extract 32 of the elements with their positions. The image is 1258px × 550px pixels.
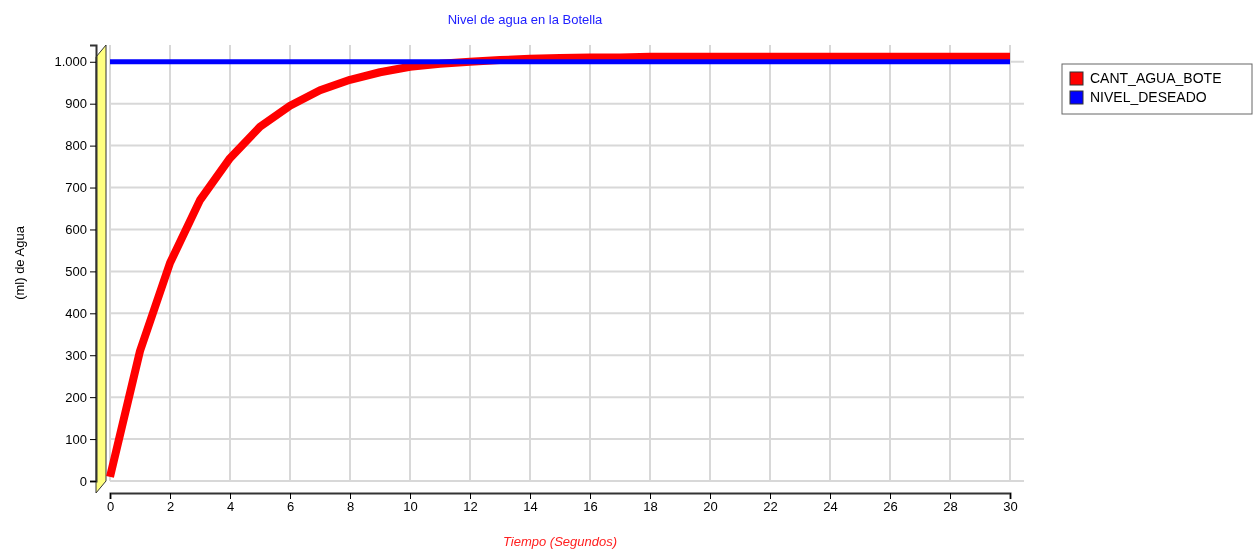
x-tick-label: 22 [763, 499, 778, 515]
x-tick-label: 18 [643, 499, 658, 515]
y-tick-label: 500 [65, 264, 87, 280]
x-tick-label: 16 [583, 499, 598, 515]
x-tick-label: 0 [106, 499, 115, 515]
y-tick-label: 100 [65, 431, 87, 447]
x-tick-label: 8 [346, 499, 355, 515]
x-tick-label: 24 [823, 499, 838, 515]
x-tick-label: 10 [403, 499, 418, 515]
y-tick-label: 300 [65, 347, 87, 363]
chart-title: Nivel de agua en la Botella [447, 12, 604, 27]
x-tick-label: 20 [703, 499, 718, 515]
y-tick-label: 200 [65, 389, 87, 405]
x-tick-label: 14 [523, 499, 538, 515]
legend-label: CANT_AGUA_BOTE [1090, 70, 1222, 86]
x-tick-label: 2 [166, 499, 175, 515]
y-tick-label: 600 [65, 222, 87, 238]
x-tick-label: 6 [286, 499, 295, 515]
x-tick-label: 30 [1003, 499, 1018, 515]
y-axis-title: (ml) de Agua [12, 225, 27, 300]
y-tick-label: 0 [79, 473, 87, 489]
y-tick-label: 700 [65, 180, 87, 196]
y-tick-label: 900 [65, 96, 87, 112]
x-tick-label: 12 [463, 499, 478, 515]
x-axis-title: Tiempo (Segundos) [502, 534, 618, 549]
y-tick-label: 400 [65, 305, 87, 321]
y-tick-label: 800 [65, 138, 87, 154]
x-tick-label: 26 [883, 499, 898, 515]
x-tick-label: 28 [943, 499, 958, 515]
x-tick-label: 4 [226, 499, 235, 515]
y-tick-label: 1.000 [54, 54, 87, 70]
legend-label: NIVEL_DESEADO [1090, 89, 1207, 105]
